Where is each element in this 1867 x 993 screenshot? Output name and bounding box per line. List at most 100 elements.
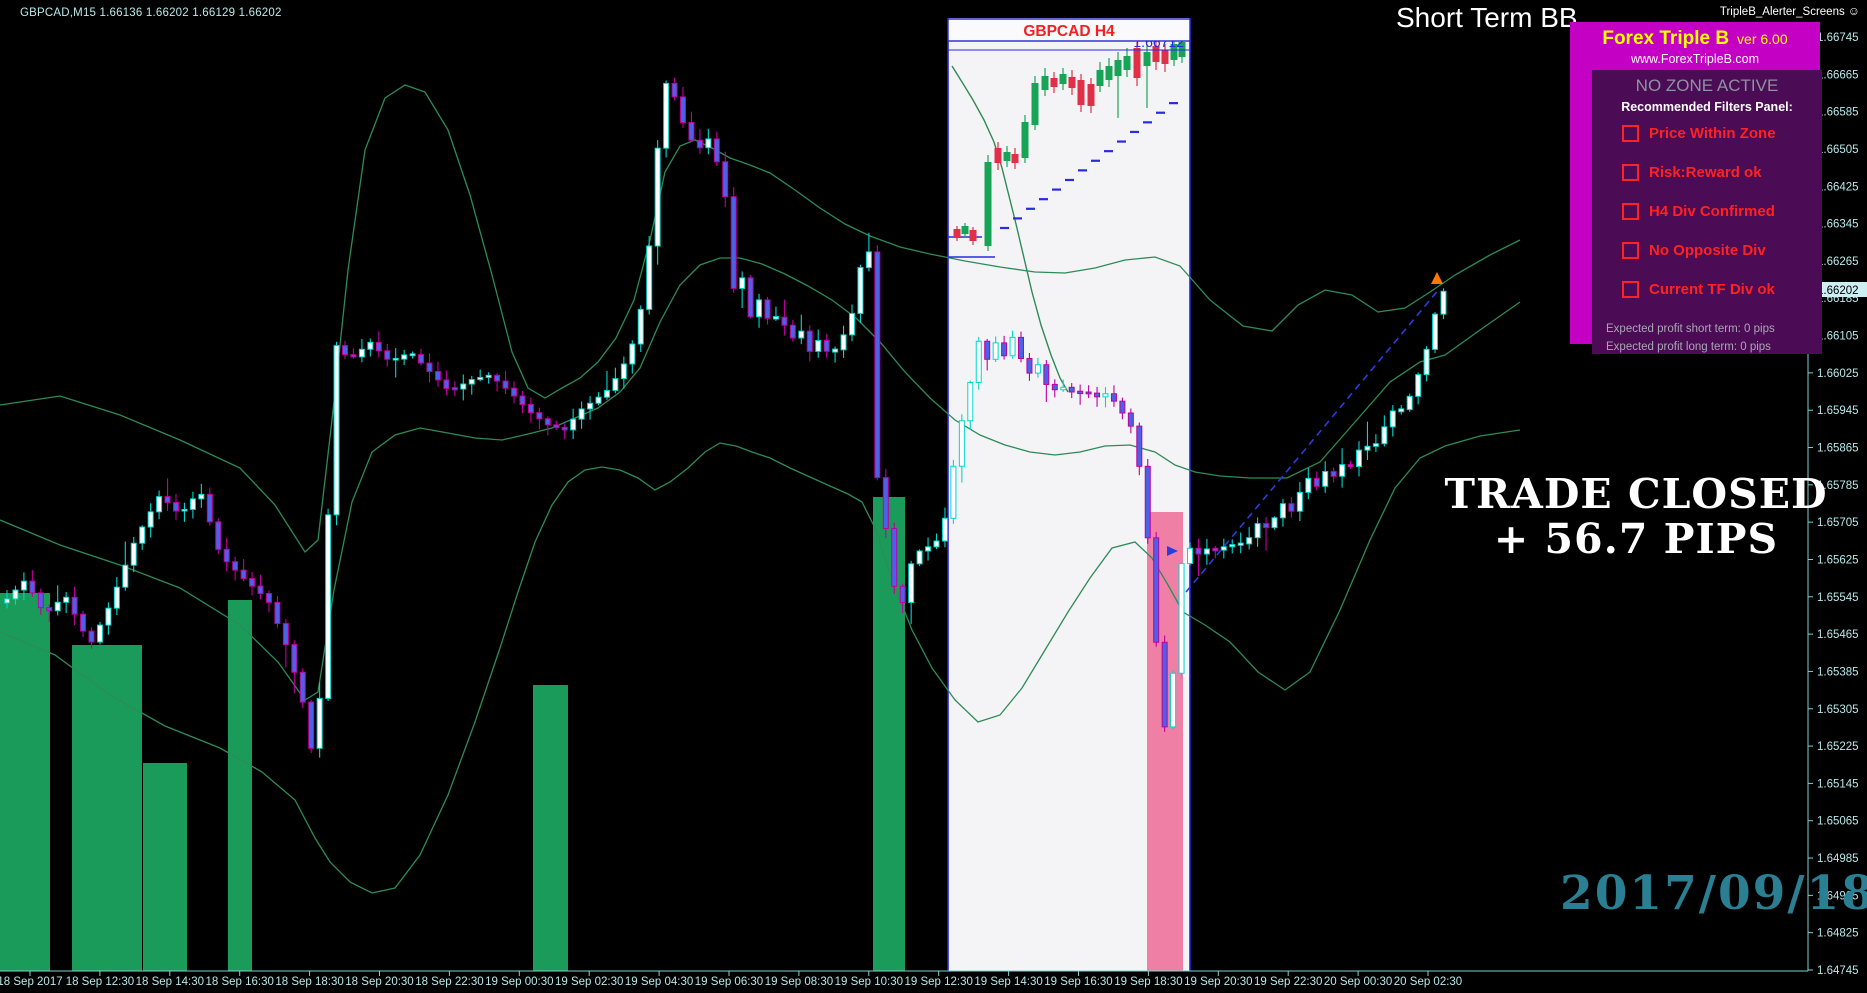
candle — [1178, 562, 1185, 674]
candle — [832, 348, 839, 353]
smiley-icon[interactable]: ☺ — [1847, 4, 1860, 18]
candle — [1339, 464, 1346, 477]
price-tick-label: 1.66105 — [1817, 331, 1859, 343]
candle — [916, 550, 923, 565]
candle — [992, 342, 999, 360]
candle — [874, 251, 881, 479]
candle — [713, 138, 720, 163]
price-tick-label: 1.66745 — [1817, 32, 1859, 44]
candle — [1068, 386, 1075, 393]
time-tick-label: 19 Sep 04:30 — [625, 976, 693, 988]
price-tick-label: 1.65145 — [1817, 778, 1859, 790]
candle — [857, 267, 864, 315]
candle — [265, 592, 272, 603]
price-tick-label: 1.64985 — [1817, 853, 1859, 865]
candle — [232, 561, 239, 571]
candle — [1094, 392, 1101, 398]
candle — [1279, 503, 1286, 519]
alerter-name: TripleB_Alerter_Screens — [1719, 6, 1845, 18]
bb-middle — [0, 257, 1521, 701]
candle — [781, 316, 788, 326]
candle — [189, 498, 196, 510]
time-tick-label: 18 Sep 18:30 — [275, 976, 343, 988]
candle — [925, 546, 932, 552]
candle — [29, 580, 36, 594]
green-zone — [228, 600, 252, 971]
time-tick-label: 20 Sep 00:30 — [1324, 976, 1392, 988]
filter-label: H4 Div Confirmed — [1649, 203, 1775, 220]
candle — [1051, 383, 1058, 391]
time-tick-label: 19 Sep 08:30 — [765, 976, 833, 988]
candle — [739, 277, 746, 289]
candle — [527, 403, 534, 414]
h4-candle — [1021, 122, 1029, 158]
candle — [198, 493, 205, 500]
candle — [823, 340, 830, 352]
filter-checkbox[interactable] — [1622, 125, 1639, 142]
candle — [882, 477, 889, 529]
candle — [1136, 425, 1143, 467]
trade-closed-annotation: TRADE CLOSED + 56.7 PIPS — [1436, 472, 1836, 562]
candle — [1127, 412, 1134, 427]
candle — [603, 389, 610, 398]
filter-checkbox[interactable] — [1622, 281, 1639, 298]
time-tick-label: 18 Sep 20:30 — [345, 976, 413, 988]
candle — [1144, 465, 1151, 539]
filter-checkbox[interactable] — [1622, 242, 1639, 259]
candle — [367, 341, 374, 350]
candle — [316, 697, 323, 749]
h4-candle — [1114, 60, 1122, 76]
panel-title: Forex Triple B — [1602, 28, 1730, 49]
price-tick-label: 1.65065 — [1817, 816, 1859, 828]
filter-checkbox[interactable] — [1622, 164, 1639, 181]
candle — [308, 701, 315, 749]
price-tick-label: 1.65945 — [1817, 405, 1859, 417]
candle — [147, 511, 154, 528]
green-zone — [143, 763, 187, 971]
h4-candle — [969, 230, 977, 241]
candle — [1305, 477, 1312, 493]
filter-label: No Opposite Div — [1649, 242, 1766, 259]
candle — [54, 601, 61, 612]
h4-candle — [1133, 48, 1141, 78]
h4-inset-title: GBPCAD H4 — [1023, 23, 1115, 40]
trade-closed-line2: + 56.7 PIPS — [1493, 515, 1779, 563]
expected-profit-long: Expected profit long term: 0 pips — [1606, 341, 1771, 353]
candle — [1322, 471, 1329, 487]
candle — [1195, 547, 1202, 555]
panel-version: ver 6.00 — [1737, 31, 1788, 47]
candle — [663, 82, 670, 149]
candle — [1381, 426, 1388, 445]
candle — [105, 607, 112, 626]
price-tick-label: 1.66025 — [1817, 368, 1859, 380]
filter-checkbox[interactable] — [1622, 203, 1639, 220]
h4-candle — [1050, 78, 1058, 87]
candle — [20, 580, 27, 591]
candle — [1043, 364, 1050, 385]
green-zone — [873, 497, 905, 971]
candle — [1271, 517, 1278, 529]
candle — [173, 502, 179, 512]
bb-upper — [0, 84, 1521, 554]
h4-candle — [984, 162, 992, 246]
h4-candle — [1170, 44, 1178, 60]
time-tick-label: 19 Sep 10:30 — [835, 976, 903, 988]
forex-triple-b-panel: Forex Triple B ver 6.00 www.ForexTripleB.… — [1570, 22, 1822, 354]
candle — [975, 340, 982, 383]
price-tick-label: 1.65305 — [1817, 704, 1859, 716]
candle — [1330, 471, 1337, 477]
green-zone — [72, 645, 142, 971]
candle — [984, 340, 991, 360]
candle — [722, 161, 729, 198]
candle — [96, 624, 103, 643]
candle — [967, 381, 974, 422]
candle — [1119, 400, 1126, 414]
time-tick-label: 19 Sep 06:30 — [695, 976, 763, 988]
filter-label: Risk:Reward ok — [1649, 164, 1762, 181]
current-price-tag — [1814, 282, 1867, 297]
price-tick-label: 1.65625 — [1817, 554, 1859, 566]
candle — [654, 147, 661, 247]
candle — [71, 596, 78, 615]
